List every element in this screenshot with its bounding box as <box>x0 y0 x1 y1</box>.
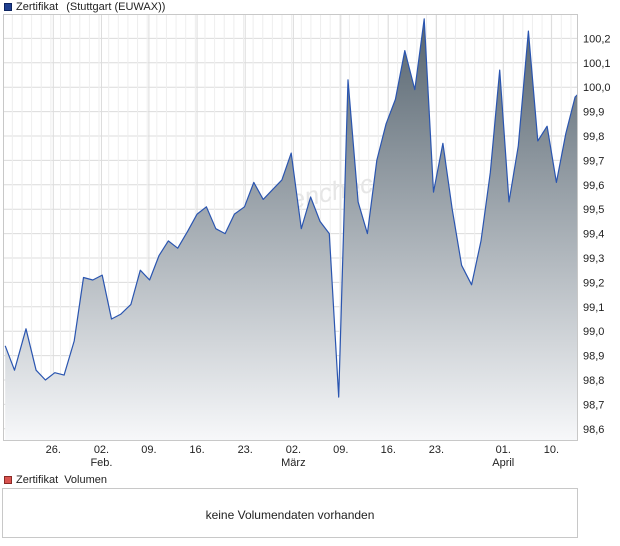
volume-legend: Zertifikat Volumen <box>4 473 107 486</box>
plot-frame <box>3 14 578 441</box>
x-tick-label: 16. <box>381 444 396 456</box>
price-chart: 98,6 98,7 98,8 98,9 99,0 99,1 99,2 99,3 99,4 99,5… <box>3 14 611 469</box>
volume-legend-label: Volumen <box>64 473 107 486</box>
y-tick-label: 99,1 <box>583 302 604 314</box>
volume-panel: keine Volumendaten vorhanden <box>2 488 578 538</box>
price-line <box>4 18 578 398</box>
x-tick-sublabel: März <box>281 457 305 469</box>
y-tick-label: 99,3 <box>583 253 604 265</box>
x-tick-label: 02. <box>286 444 301 456</box>
y-tick-label: 99,9 <box>583 107 604 119</box>
x-tick-label: 26. <box>46 444 61 456</box>
x-tick-label: 09. <box>141 444 156 456</box>
x-tick-label: 23. <box>429 444 444 456</box>
y-tick-label: 99,4 <box>583 229 604 241</box>
x-tick-label: 23. <box>238 444 253 456</box>
volume-legend-series: Zertifikat <box>16 473 59 486</box>
y-tick-label: 99,8 <box>583 131 604 143</box>
y-tick-label: 98,9 <box>583 351 604 363</box>
y-tick-label: 98,7 <box>583 399 604 411</box>
y-tick-label: 100,0 <box>583 82 611 94</box>
volume-empty-message: keine Volumendaten vorhanden <box>205 508 375 522</box>
y-tick-label: 100,2 <box>583 33 611 45</box>
y-tick-label: 99,6 <box>583 180 604 192</box>
x-tick-label: 09. <box>333 444 348 456</box>
price-legend-series: Zertifikat <box>16 0 59 13</box>
volume-legend-swatch <box>4 475 12 484</box>
x-tick-label: 16. <box>189 444 204 456</box>
price-legend-exchange: (Stuttgart (EUWAX)) <box>66 0 166 13</box>
y-tick-label: 99,2 <box>583 277 604 289</box>
x-tick-sublabel: Feb. <box>90 457 112 469</box>
price-area <box>5 18 578 441</box>
x-tick-label: 01. <box>496 444 511 456</box>
x-tick-label: 10. <box>544 444 559 456</box>
y-tick-label: 98,6 <box>583 424 604 436</box>
x-tick-sublabel: April <box>492 457 514 469</box>
y-tick-label: 99,0 <box>583 326 604 338</box>
y-tick-label: 98,8 <box>583 375 604 387</box>
price-legend-swatch <box>4 2 12 11</box>
price-legend: Zertifikat (Stuttgart (EUWAX)) <box>4 0 165 13</box>
x-tick-label: 02. <box>94 444 109 456</box>
y-tick-label: 99,5 <box>583 204 604 216</box>
y-tick-label: 100,1 <box>583 58 611 70</box>
y-tick-label: 99,7 <box>583 155 604 167</box>
